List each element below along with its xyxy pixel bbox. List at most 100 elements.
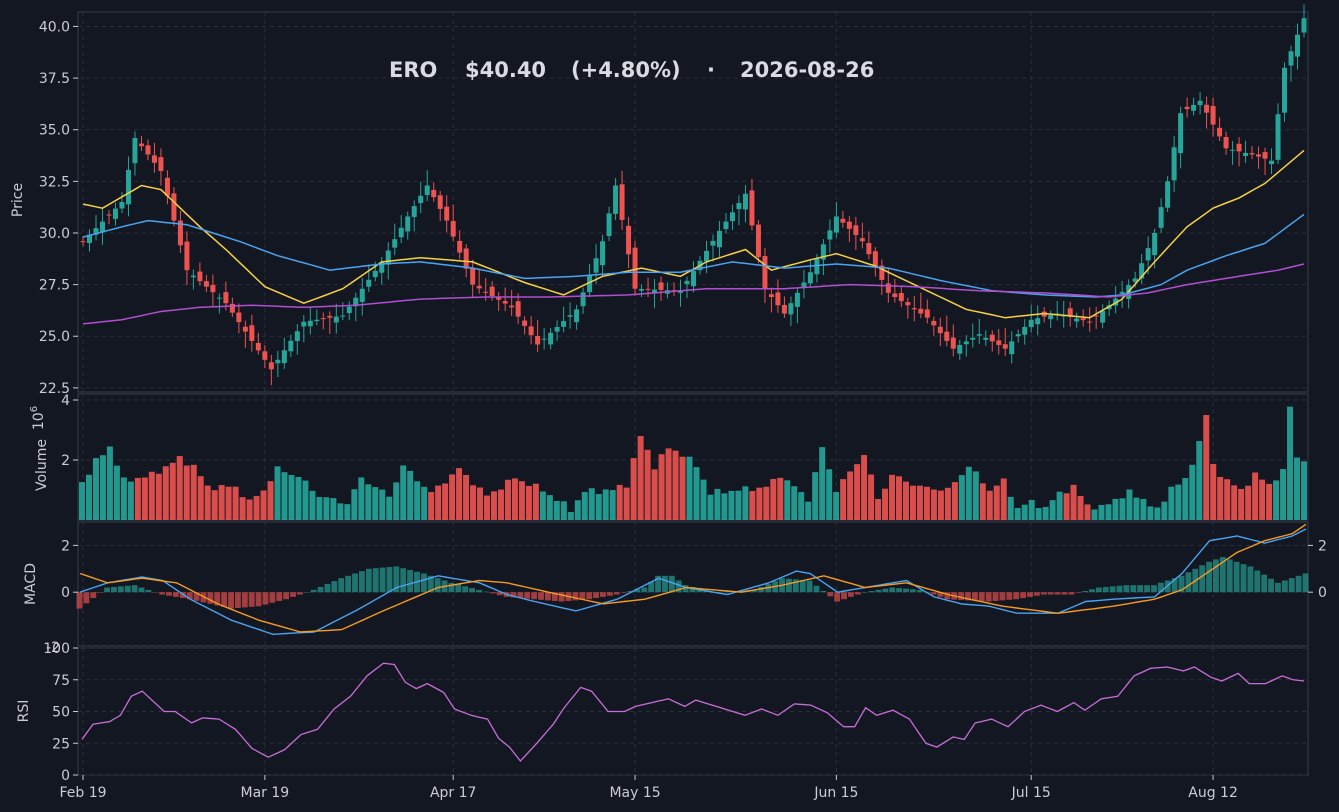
candle-body xyxy=(691,270,696,287)
candle-body xyxy=(483,291,489,293)
volume-bar xyxy=(1119,498,1126,520)
macd-histogram-bar xyxy=(937,592,944,597)
candle-body xyxy=(639,289,645,291)
macd-histogram-bar xyxy=(324,584,331,593)
candle-body xyxy=(489,286,495,296)
volume-bar xyxy=(616,484,623,520)
candle-body xyxy=(392,239,398,248)
volume-bar xyxy=(330,498,337,520)
macd-histogram-bar xyxy=(1219,557,1226,593)
candle-body xyxy=(1158,207,1164,228)
macd-histogram-bar xyxy=(999,592,1006,601)
volume-bar xyxy=(1056,491,1063,520)
volume-bar xyxy=(463,474,470,520)
volume-bar xyxy=(1238,488,1245,520)
macd-histogram-bar xyxy=(930,592,937,595)
macd-histogram-bar xyxy=(916,589,923,593)
macd-histogram-bar xyxy=(1240,564,1247,593)
volume-bar xyxy=(1126,489,1133,520)
candle-body xyxy=(567,315,573,317)
title-change: (+4.80%) xyxy=(571,58,681,82)
volume-bar xyxy=(134,477,141,520)
volume-bar xyxy=(302,480,309,520)
candle-body xyxy=(1269,160,1275,165)
candle-body xyxy=(1184,106,1190,110)
candle-body xyxy=(424,185,430,196)
candle-body xyxy=(301,321,307,327)
volume-bar xyxy=(281,472,288,520)
macd-right-tick-label: 0 xyxy=(1318,585,1327,601)
candle-body xyxy=(444,206,450,221)
candle-body xyxy=(1080,318,1086,321)
volume-bar xyxy=(700,479,707,520)
volume-bar xyxy=(770,478,777,520)
volume-bar xyxy=(798,492,805,520)
volume-bar xyxy=(1133,497,1140,520)
macd-histogram-bar xyxy=(1137,585,1144,593)
candle-body xyxy=(197,271,203,282)
macd-histogram-bar xyxy=(841,592,847,600)
candle-body xyxy=(476,285,482,289)
macd-histogram-bar xyxy=(847,592,854,597)
candle-body xyxy=(353,297,359,307)
volume-bar xyxy=(414,481,421,520)
macd-histogram-bar xyxy=(1089,589,1095,593)
candle-body xyxy=(658,282,664,290)
candle-body xyxy=(606,213,612,237)
macd-histogram-bar xyxy=(1199,565,1206,593)
rsi-line xyxy=(81,662,1305,762)
macd-histogram-bar xyxy=(586,592,593,600)
candle-body xyxy=(749,190,755,226)
candle-body xyxy=(385,250,391,265)
volume-bar xyxy=(721,493,728,520)
candle-body xyxy=(359,288,365,302)
macd-histogram-bar xyxy=(489,592,496,594)
title-price: $40.40 xyxy=(465,58,546,82)
macd-histogram-bar xyxy=(1095,587,1102,593)
macd-histogram-bar xyxy=(296,592,303,595)
volume-bar xyxy=(497,489,504,520)
volume-bar xyxy=(358,477,365,520)
macd-histogram-bar xyxy=(1247,566,1254,593)
candle-body xyxy=(619,184,625,220)
candle-body xyxy=(626,225,632,255)
macd-histogram-bar xyxy=(462,586,469,593)
volume-tick-label: 4 xyxy=(61,393,70,409)
volume-bar xyxy=(951,482,958,520)
macd-histogram-bar xyxy=(1178,575,1185,593)
volume-bar xyxy=(316,497,323,520)
volume-bar xyxy=(560,501,567,520)
volume-bar xyxy=(937,490,944,520)
volume-bar xyxy=(819,447,826,520)
macd-histogram-bar xyxy=(1054,592,1061,595)
rsi-tick-label: 25 xyxy=(52,736,70,752)
rsi-series xyxy=(81,662,1305,762)
macd-histogram-bar xyxy=(668,575,675,593)
macd-histogram-bar xyxy=(283,592,290,600)
volume-bar xyxy=(833,492,840,520)
volume-bar xyxy=(861,455,868,520)
candle-body xyxy=(125,169,131,205)
macd-histogram-bar xyxy=(1226,559,1233,593)
macd-histogram-bar xyxy=(1020,592,1027,599)
volume-bar xyxy=(826,469,833,520)
macd-histogram-bar xyxy=(875,589,882,593)
candle-body xyxy=(807,272,813,284)
candle-body xyxy=(470,268,476,285)
ma-slow-line xyxy=(82,263,1305,325)
macd-histogram-bar xyxy=(496,592,503,596)
candle-body xyxy=(950,337,956,349)
candle-body xyxy=(768,294,774,297)
candle-body xyxy=(405,216,411,232)
volume-bar xyxy=(92,458,99,520)
volume-bar xyxy=(148,471,155,520)
macd-histogram-bar xyxy=(393,566,400,593)
candle-body xyxy=(203,281,209,287)
volume-bar xyxy=(993,485,1000,520)
volume-bar xyxy=(232,486,239,520)
candle-body xyxy=(600,241,606,266)
volume-bar xyxy=(155,473,162,520)
volume-bar xyxy=(246,499,253,520)
candle-body xyxy=(320,318,326,320)
